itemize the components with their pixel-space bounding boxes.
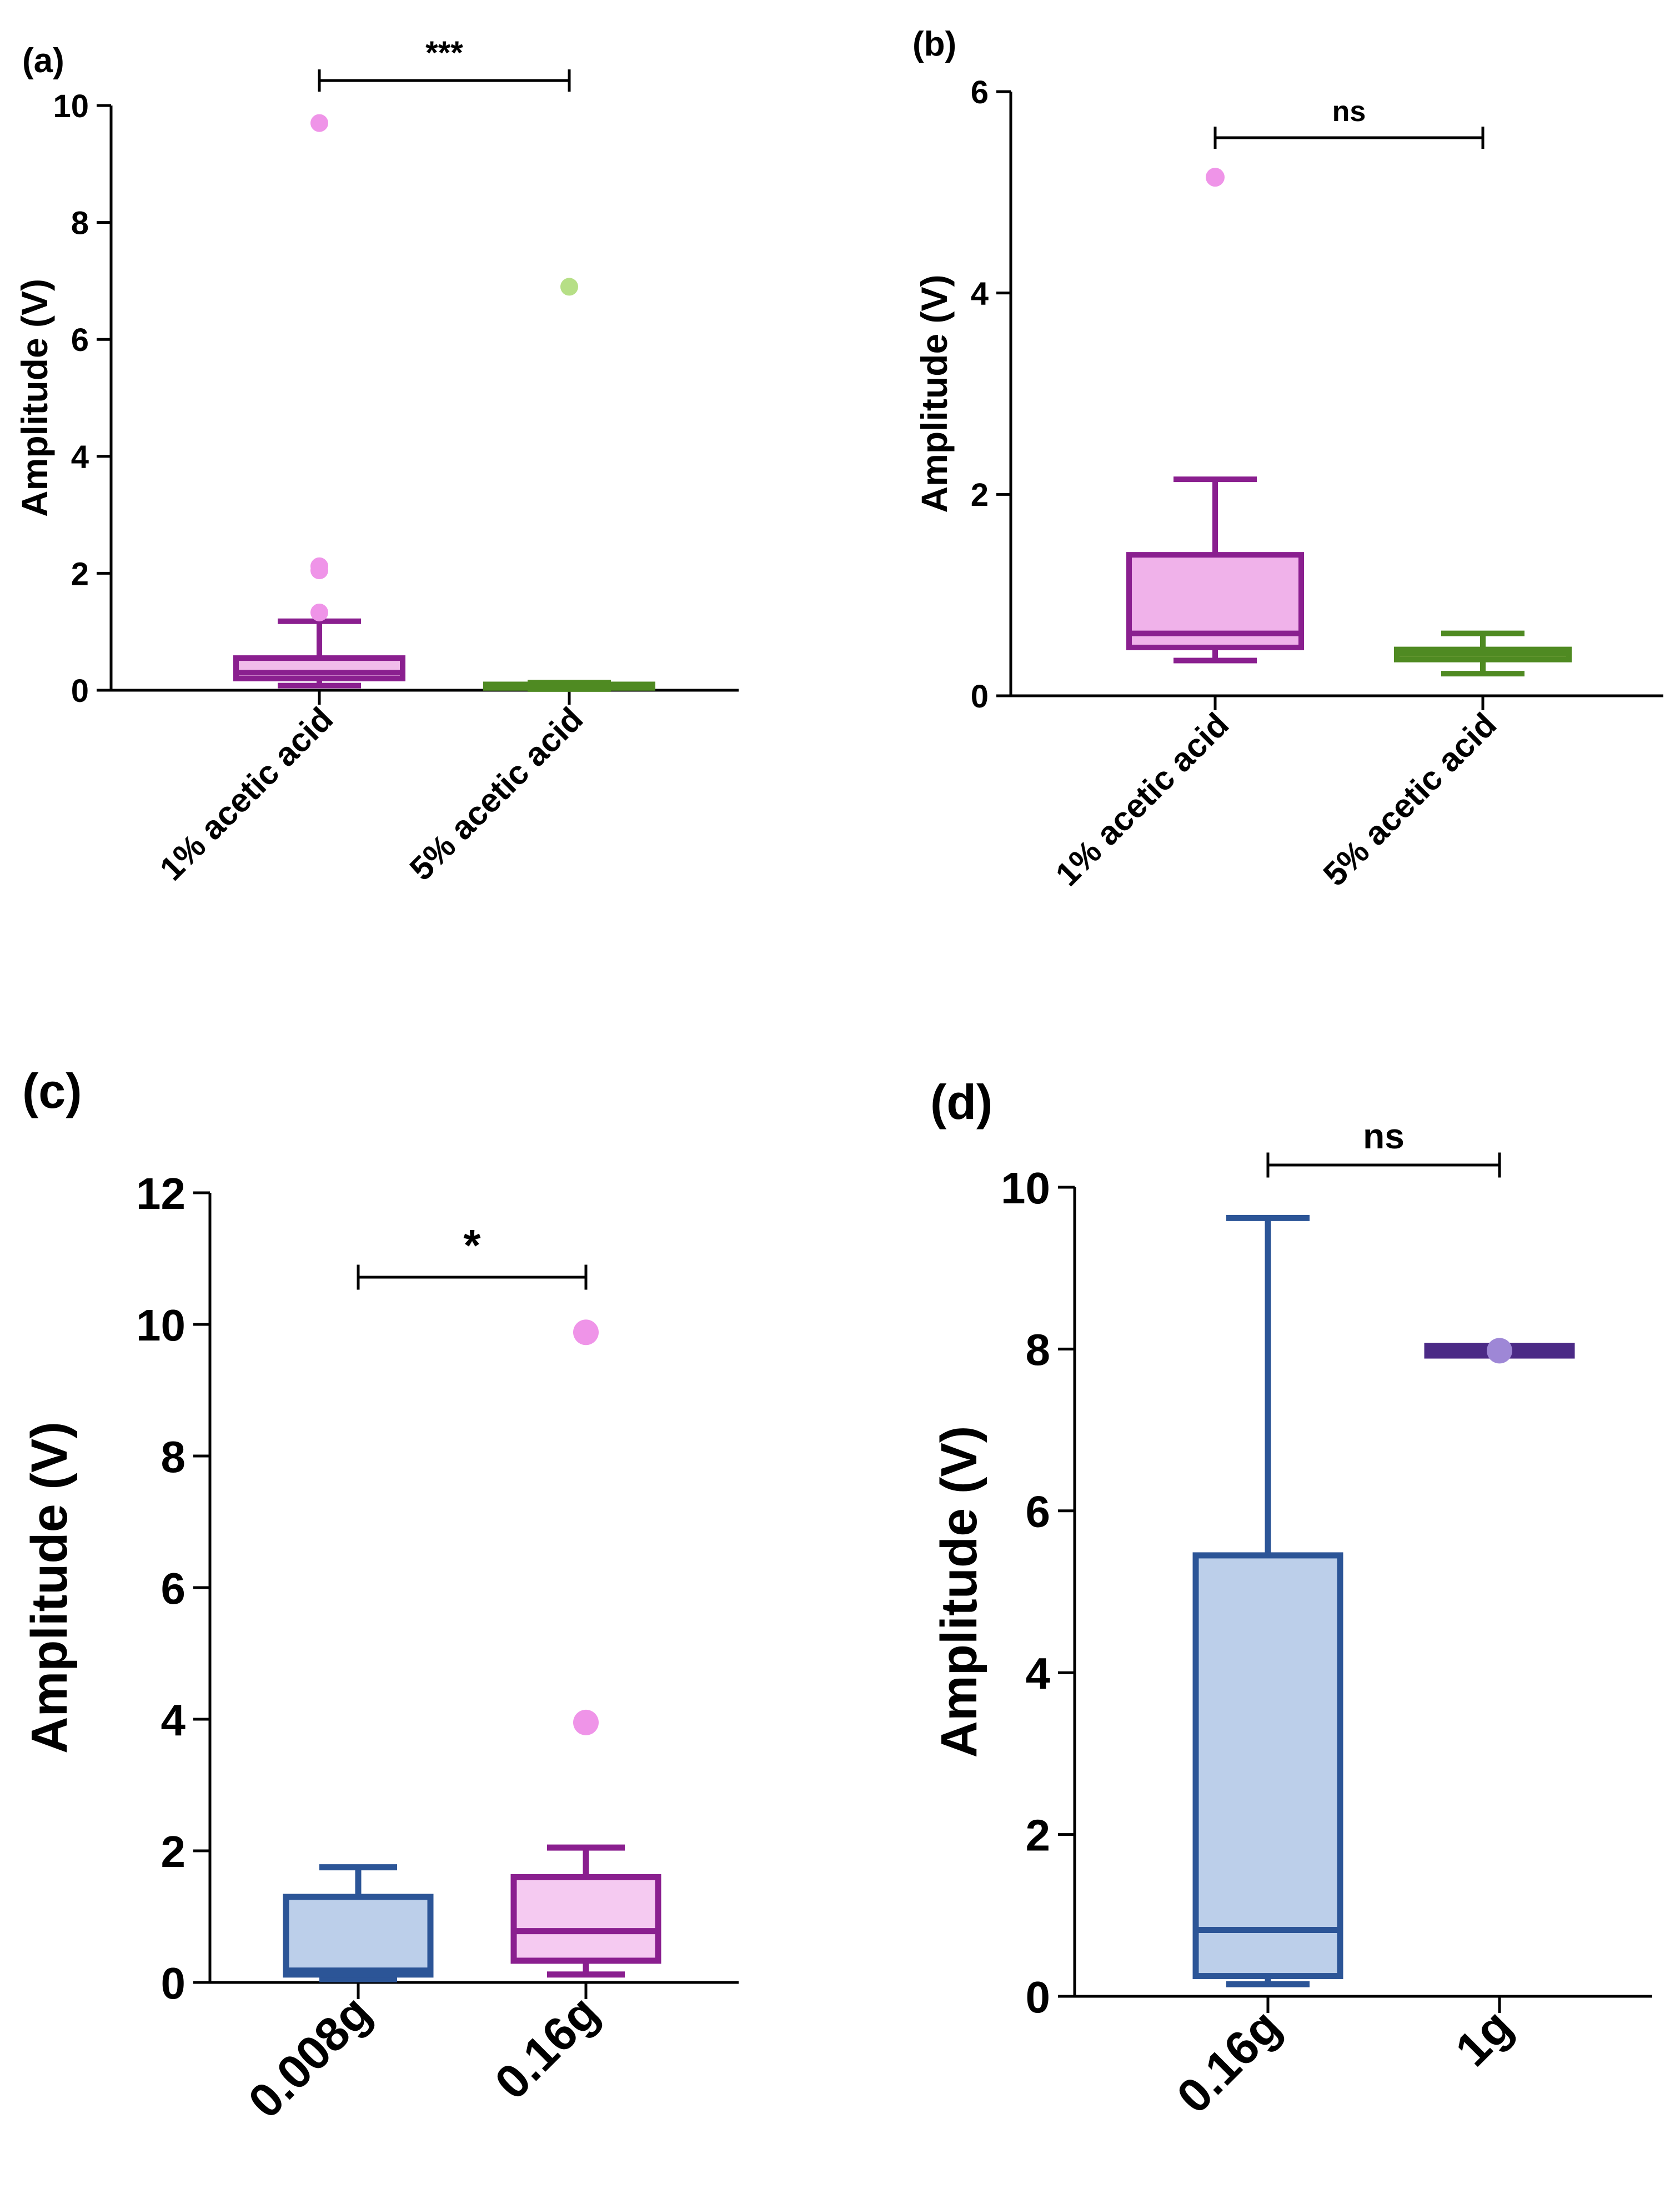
box-iqr — [233, 655, 405, 681]
box-1g — [1424, 1338, 1575, 1364]
significance-label: ns — [1363, 1116, 1405, 1156]
outlier-point — [560, 278, 578, 296]
y-tick-label: 8 — [161, 1432, 186, 1482]
outlier-point — [573, 1709, 599, 1735]
outlier-point — [310, 603, 328, 621]
panel-b: (b) Amplitude (V) 0 2 4 6 1% acetic acid 5% ace… — [912, 25, 1663, 893]
panel-label: (c) — [22, 1063, 82, 1118]
outlier-point — [1206, 168, 1225, 187]
y-tick-label: 4 — [161, 1695, 186, 1745]
y-tick-label: 4 — [1026, 1649, 1051, 1698]
outlier-point — [1487, 1338, 1512, 1364]
y-tick-label: 4 — [971, 276, 989, 312]
x-tick-label: 1% acetic acid — [153, 700, 340, 887]
box-0-16g — [1192, 1214, 1343, 1987]
y-axis-label: Amplitude (V) — [21, 1422, 78, 1754]
y-tick-label: 10 — [53, 88, 89, 124]
y-tick-label: 0 — [71, 673, 89, 709]
significance-bracket: * — [357, 1221, 588, 1290]
y-axis-label: Amplitude (V) — [914, 275, 955, 513]
y-tick-label: 10 — [1001, 1163, 1050, 1213]
y-tick-label: 6 — [161, 1564, 186, 1613]
outlier-point — [310, 114, 328, 132]
significance-label: * — [463, 1221, 481, 1270]
box-5-acetic-acid — [1394, 630, 1572, 677]
box-5-acetic-acid — [483, 278, 655, 692]
y-tick-label: 2 — [971, 477, 989, 513]
box-iqr — [283, 1894, 434, 1978]
y-tick-label: 6 — [1026, 1487, 1051, 1537]
y-tick-label: 2 — [71, 556, 89, 592]
x-tick-label: 0.16g — [1167, 2000, 1291, 2123]
panel-d: (d) Amplitude (V) 0 2 4 6 8 10 0.16g 1g ns — [930, 1075, 1652, 2123]
y-tick-label: 0 — [1026, 1972, 1051, 2022]
x-tick-label: 0.008g — [238, 1986, 381, 2128]
panel-label: (b) — [912, 25, 956, 63]
significance-bracket: ns — [1266, 1116, 1501, 1178]
outlier-point — [573, 1319, 599, 1345]
box-0-16g — [510, 1319, 661, 1978]
y-tick-label: 6 — [971, 74, 989, 111]
significance-label: *** — [425, 35, 463, 71]
significance-label: ns — [1332, 96, 1366, 128]
box-1-acetic-acid — [1126, 168, 1304, 664]
significance-bracket: *** — [318, 35, 571, 92]
panel-a: (a) Amplitude (V) 0 2 4 6 8 10 1% acetic acid 5% … — [14, 35, 739, 887]
y-tick-label: 10 — [136, 1301, 185, 1350]
y-axis-label: Amplitude (V) — [931, 1426, 987, 1758]
outlier-point — [310, 557, 328, 575]
panel-label: (a) — [22, 42, 64, 80]
y-tick-label: 2 — [161, 1827, 186, 1876]
y-tick-label: 8 — [1026, 1325, 1051, 1374]
box-iqr — [510, 1874, 661, 1964]
significance-bracket: ns — [1213, 96, 1485, 149]
x-tick-label: 5% acetic acid — [403, 700, 590, 887]
panel-c: (c) Amplitude (V) 0 2 4 6 8 10 12 0.008g 0.16g * — [21, 1063, 739, 2128]
y-axis-label: Amplitude (V) — [14, 279, 55, 517]
x-tick-label: 1g — [1446, 2000, 1523, 2077]
x-tick-label: 5% acetic acid — [1316, 706, 1503, 893]
y-tick-label: 6 — [71, 322, 89, 358]
x-tick-label: 0.16g — [485, 1986, 609, 2110]
box-1-acetic-acid — [233, 114, 405, 689]
box-0-008g — [283, 1864, 434, 1982]
box-iqr — [1192, 1552, 1343, 1980]
y-tick-label: 0 — [161, 1959, 186, 2008]
panel-label: (d) — [930, 1075, 992, 1129]
x-tick-label: 1% acetic acid — [1049, 706, 1236, 893]
y-tick-label: 2 — [1026, 1810, 1051, 1860]
y-tick-label: 12 — [136, 1169, 185, 1218]
y-tick-label: 8 — [71, 205, 89, 241]
y-tick-label: 4 — [71, 439, 89, 475]
y-tick-label: 0 — [971, 679, 989, 715]
